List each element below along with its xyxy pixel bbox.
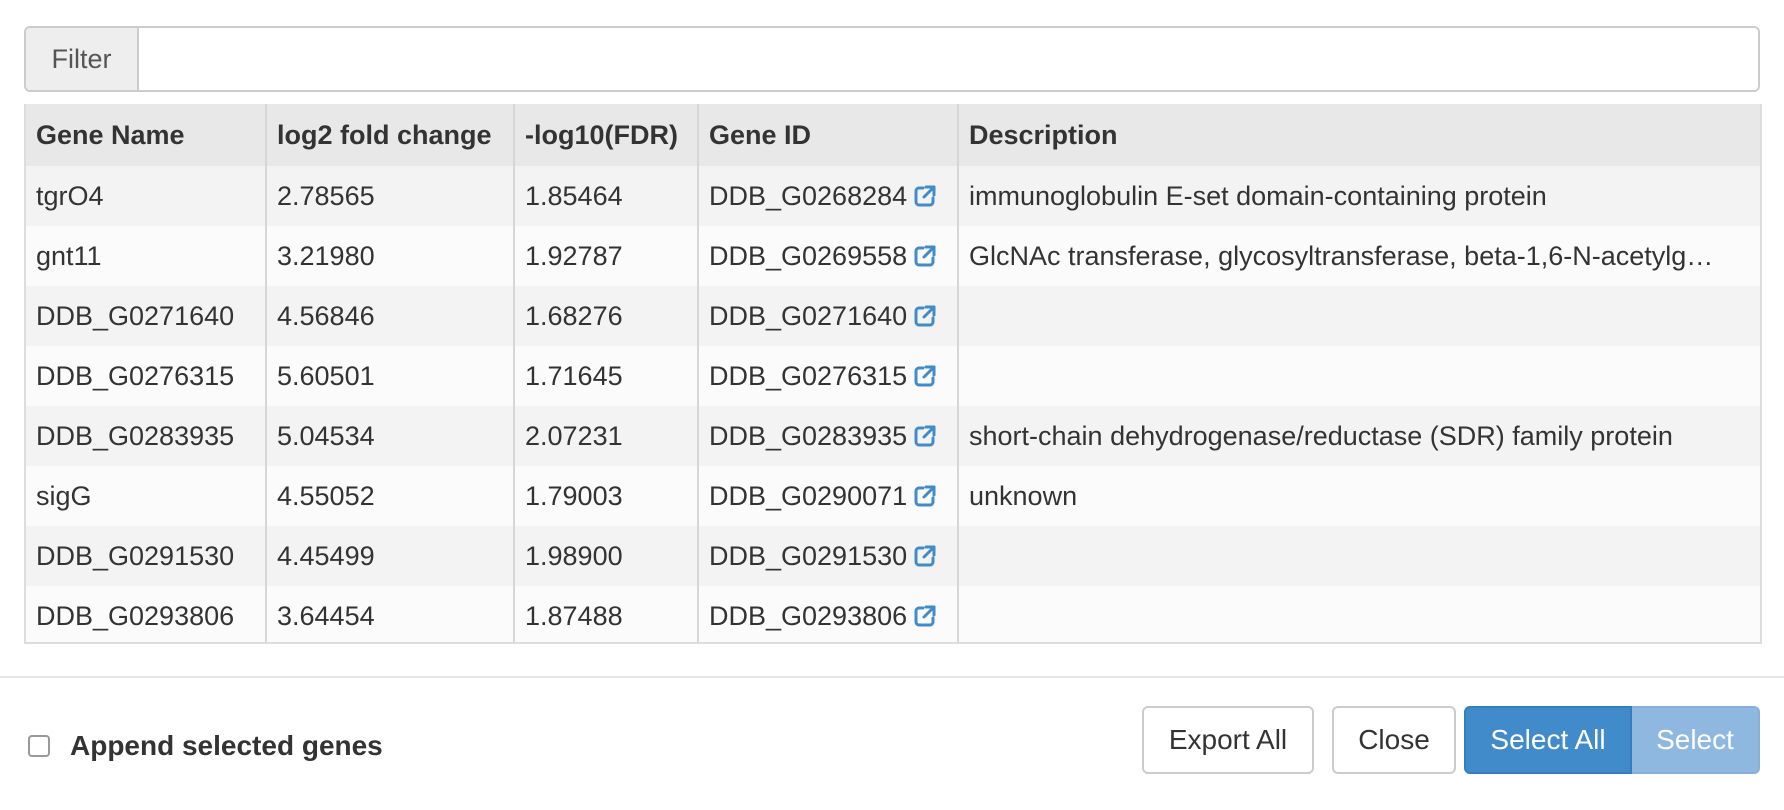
cell-gene-id: DDB_G0293806 [698,586,959,642]
select-button[interactable]: Select [1632,706,1760,774]
column-header-gene-id[interactable]: Gene ID [698,104,959,166]
gene-id-text: DDB_G0276315 [709,360,908,391]
cell-description [958,586,1760,642]
cell-gene-id: DDB_G0290071 [698,466,959,526]
cell-description: unknown [958,466,1760,526]
cell-fdr: 1.85464 [514,166,699,226]
cell-description [958,526,1760,586]
cell-gene-id: DDB_G0283935 [698,406,959,466]
cell-fdr: 1.68276 [514,286,699,346]
table-row[interactable]: sigG 4.55052 1.79003 DDB_G0290071 unknow… [26,466,1760,526]
cell-log2fc: 5.60501 [266,346,515,406]
cell-log2fc: 4.45499 [266,526,515,586]
external-link-icon[interactable] [913,424,937,448]
cell-log2fc: 3.64454 [266,586,515,642]
cell-fdr: 1.92787 [514,226,699,286]
column-header-log2-fold-change[interactable]: log2 fold change [266,104,515,166]
external-link-icon[interactable] [913,604,937,628]
filter-label: Filter [26,28,139,90]
cell-gene-id: DDB_G0271640 [698,286,959,346]
cell-gene-id: DDB_G0291530 [698,526,959,586]
cell-gene-name: tgrO4 [26,166,267,226]
external-link-icon[interactable] [913,244,937,268]
external-link-icon[interactable] [913,544,937,568]
cell-gene-id: DDB_G0268284 [698,166,959,226]
cell-log2fc: 4.56846 [266,286,515,346]
gene-id-text: DDB_G0291530 [709,540,908,571]
gene-id-text: DDB_G0269558 [709,240,908,271]
cell-gene-name: gnt11 [26,226,267,286]
column-header-description[interactable]: Description [958,104,1760,166]
column-header-gene-name[interactable]: Gene Name [26,104,267,166]
cell-gene-name: sigG [26,466,267,526]
cell-fdr: 2.07231 [514,406,699,466]
footer-divider [0,676,1784,678]
append-selected-genes-option[interactable]: Append selected genes [28,730,383,762]
filter-group: Filter [24,26,1760,92]
external-link-icon[interactable] [913,364,937,388]
table-row[interactable]: DDB_G0276315 5.60501 1.71645 DDB_G027631… [26,346,1760,406]
cell-gene-name: DDB_G0283935 [26,406,267,466]
gene-id-text: DDB_G0293806 [709,600,908,631]
gene-table: Gene Name log2 fold change -log10(FDR) G… [26,104,1760,642]
cell-fdr: 1.98900 [514,526,699,586]
cell-gene-id: DDB_G0276315 [698,346,959,406]
gene-id-text: DDB_G0271640 [709,300,908,331]
cell-gene-name: DDB_G0293806 [26,586,267,642]
cell-fdr: 1.71645 [514,346,699,406]
export-all-button[interactable]: Export All [1142,706,1314,774]
cell-gene-id: DDB_G0269558 [698,226,959,286]
external-link-icon[interactable] [913,304,937,328]
table-row[interactable]: DDB_G0291530 4.45499 1.98900 DDB_G029153… [26,526,1760,586]
cell-gene-name: DDB_G0271640 [26,286,267,346]
close-button[interactable]: Close [1332,706,1456,774]
external-link-icon[interactable] [913,484,937,508]
table-row[interactable]: gnt11 3.21980 1.92787 DDB_G0269558 GlcNA… [26,226,1760,286]
external-link-icon[interactable] [913,184,937,208]
cell-log2fc: 2.78565 [266,166,515,226]
gene-id-text: DDB_G0268284 [709,180,908,211]
cell-log2fc: 5.04534 [266,406,515,466]
cell-gene-name: DDB_G0276315 [26,346,267,406]
select-all-button[interactable]: Select All [1464,706,1632,774]
filter-input[interactable] [139,28,1758,90]
append-label: Append selected genes [70,730,383,761]
table-body: tgrO4 2.78565 1.85464 DDB_G0268284 immun… [26,166,1760,642]
cell-gene-name: DDB_G0291530 [26,526,267,586]
cell-fdr: 1.79003 [514,466,699,526]
gene-id-text: DDB_G0283935 [709,420,908,451]
cell-description [958,346,1760,406]
append-checkbox[interactable] [28,735,50,757]
table-row[interactable]: DDB_G0271640 4.56846 1.68276 DDB_G027164… [26,286,1760,346]
cell-description: GlcNAc transferase, glycosyltransferase,… [958,226,1760,286]
table-row[interactable]: DDB_G0283935 5.04534 2.07231 DDB_G028393… [26,406,1760,466]
cell-description: short-chain dehydrogenase/reductase (SDR… [958,406,1760,466]
cell-fdr: 1.87488 [514,586,699,642]
cell-log2fc: 4.55052 [266,466,515,526]
table-header-row: Gene Name log2 fold change -log10(FDR) G… [26,104,1760,166]
column-header-fdr[interactable]: -log10(FDR) [514,104,699,166]
cell-description: immunoglobulin E-set domain-containing p… [958,166,1760,226]
cell-description [958,286,1760,346]
gene-table-container: Gene Name log2 fold change -log10(FDR) G… [24,104,1762,644]
table-row[interactable]: DDB_G0293806 3.64454 1.87488 DDB_G029380… [26,586,1760,642]
table-row[interactable]: tgrO4 2.78565 1.85464 DDB_G0268284 immun… [26,166,1760,226]
gene-id-text: DDB_G0290071 [709,480,908,511]
cell-log2fc: 3.21980 [266,226,515,286]
